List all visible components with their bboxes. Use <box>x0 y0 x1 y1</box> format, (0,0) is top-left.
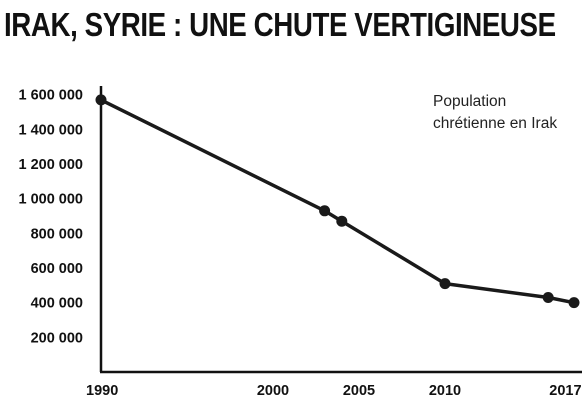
y-tick-label: 1 600 000 <box>18 88 83 104</box>
x-axis-ticks: 1990 2000 2005 2010 2017 <box>86 383 582 399</box>
y-tick-label: 1 200 000 <box>18 157 83 173</box>
data-point <box>95 94 107 106</box>
data-point <box>319 205 331 217</box>
y-tick-label: 600 000 <box>31 261 83 277</box>
data-points <box>95 94 580 309</box>
x-tick-label: 2000 <box>257 383 289 399</box>
x-tick-label: 2010 <box>429 383 461 399</box>
legend-line-1: Population <box>433 93 506 110</box>
data-point <box>439 278 451 290</box>
x-tick-label: 2017 <box>549 383 581 399</box>
x-tick-label: 2005 <box>343 383 375 399</box>
x-tick-label: 1990 <box>86 383 118 399</box>
y-tick-label: 1 400 000 <box>18 122 83 138</box>
y-tick-label: 800 000 <box>31 226 83 242</box>
legend-line-2: chrétienne en Irak <box>433 115 557 132</box>
chart-title: IRAK, SYRIE : UNE CHUTE VERTIGINEUSE <box>4 6 556 43</box>
y-tick-label: 200 000 <box>31 330 83 346</box>
y-axis-ticks: 200 000 400 000 600 000 800 000 1 000 000 1 2… <box>18 88 83 347</box>
y-tick-label: 400 000 <box>31 296 83 312</box>
data-point <box>568 297 580 309</box>
data-point <box>336 215 348 227</box>
y-tick-label: 1 000 000 <box>18 192 83 208</box>
data-point <box>542 291 554 303</box>
